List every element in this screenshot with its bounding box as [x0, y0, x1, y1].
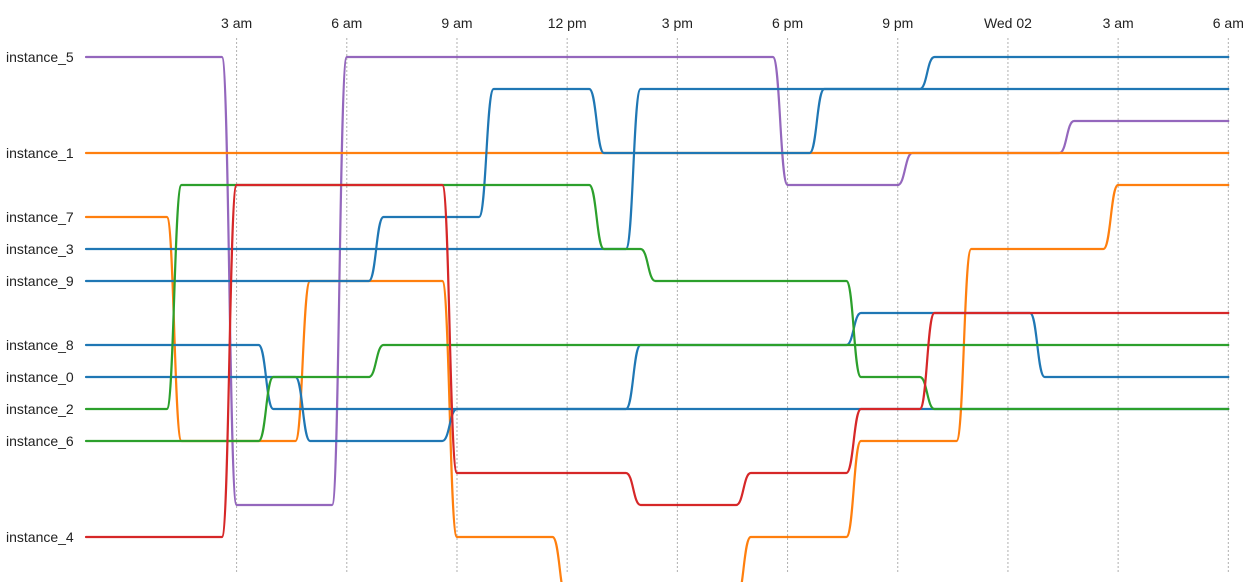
series-label-instance_2: instance_2: [6, 401, 74, 417]
series-lines: [84, 55, 1230, 582]
series-label-instance_3: instance_3: [6, 241, 74, 257]
x-tick-label: 3 am: [1103, 15, 1134, 31]
series-label-instance_0: instance_0: [6, 369, 74, 385]
series-line-instance_0: [84, 311, 1230, 443]
grid-layer: [236, 38, 1229, 572]
x-tick-label: 12 pm: [548, 15, 587, 31]
x-tick-label: 6 am: [1213, 15, 1244, 31]
series-line-instance_4: [84, 183, 1230, 539]
x-tick-label: 3 pm: [662, 15, 693, 31]
series-line-instance_9: [84, 55, 1230, 283]
series-line-instance_2: [84, 183, 1230, 411]
series-label-instance_6: instance_6: [6, 433, 74, 449]
x-tick-label: 9 pm: [882, 15, 913, 31]
series-line-instance_7: [84, 183, 1230, 582]
series-label-instance_1: instance_1: [6, 145, 74, 161]
x-axis-ticks: 3 am 6 am 9 am 12 pm 3 pm 6 pm 9 pm Wed 02 3 am 6…: [221, 15, 1244, 31]
x-tick-label: 3 am: [221, 15, 252, 31]
x-tick-label: 9 am: [441, 15, 472, 31]
x-tick-label: Wed 02: [984, 15, 1032, 31]
series-label-instance_9: instance_9: [6, 273, 74, 289]
series-label-instance_5: instance_5: [6, 49, 74, 65]
series-labels: instance_5 instance_1 instance_7 instance_3…: [6, 49, 74, 545]
series-label-instance_7: instance_7: [6, 209, 74, 225]
x-tick-label: 6 pm: [772, 15, 803, 31]
series-line-instance_6: [84, 343, 1230, 443]
x-tick-label: 6 am: [331, 15, 362, 31]
series-line-instance_3: [84, 87, 1230, 251]
series-label-instance_4: instance_4: [6, 529, 74, 545]
series-label-instance_8: instance_8: [6, 337, 74, 353]
